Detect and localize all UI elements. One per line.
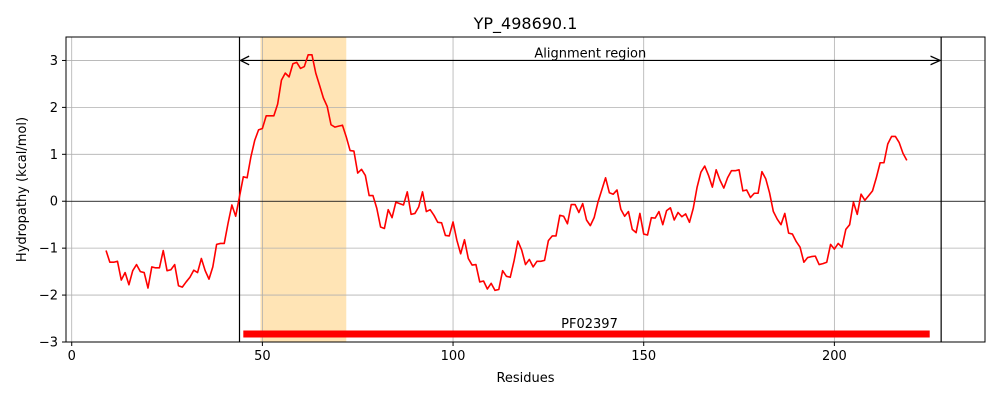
y-tick-label: 2 bbox=[50, 101, 58, 116]
y-tick-label: 1 bbox=[50, 148, 58, 163]
shaded-region bbox=[260, 37, 347, 342]
plot-frame bbox=[65, 36, 986, 343]
axis-ticks: 0 50 100 150 200 −3 −2 −1 0 1 2 3 bbox=[39, 54, 847, 364]
grid-lines bbox=[66, 37, 985, 343]
y-axis-label: Hydropathy (kcal/mol) bbox=[15, 117, 30, 262]
alignment-label: Alignment region bbox=[534, 46, 646, 61]
y-tick-label: −1 bbox=[39, 242, 58, 257]
x-tick-label: 0 bbox=[68, 349, 76, 364]
hydropathy-series-line bbox=[105, 54, 908, 292]
x-axis-label: Residues bbox=[496, 371, 554, 386]
x-tick-label: 50 bbox=[254, 349, 271, 364]
y-tick-label: −2 bbox=[39, 289, 58, 304]
chart-title: YP_498690.1 bbox=[473, 14, 578, 34]
y-tick-label: −3 bbox=[39, 336, 58, 351]
domain-label: PF02397 bbox=[561, 317, 618, 332]
x-tick-label: 100 bbox=[441, 349, 466, 364]
x-tick-label: 200 bbox=[822, 349, 847, 364]
x-tick-label: 150 bbox=[631, 349, 656, 364]
y-tick-label: 0 bbox=[50, 195, 58, 210]
y-tick-label: 3 bbox=[50, 54, 58, 69]
